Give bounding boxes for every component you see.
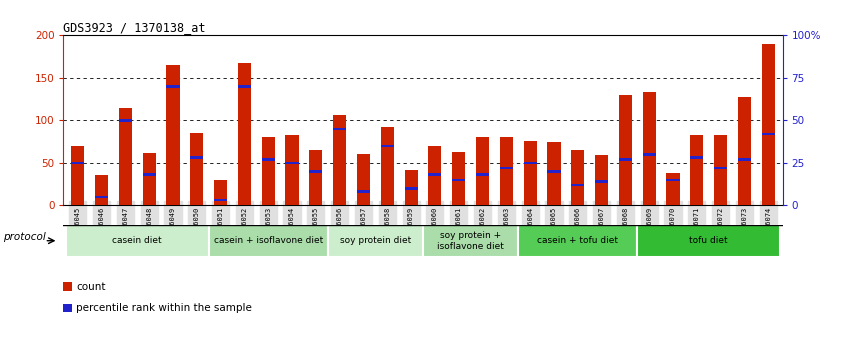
Bar [118, 119, 132, 122]
Text: casein + isoflavone diet: casein + isoflavone diet [213, 236, 323, 245]
Text: protocol: protocol [3, 232, 46, 242]
Bar [595, 180, 608, 183]
Text: count: count [76, 281, 106, 292]
Bar [71, 146, 85, 205]
Bar [428, 146, 442, 205]
Text: casein + tofu diet: casein + tofu diet [537, 236, 618, 245]
Bar [143, 173, 156, 176]
Bar [714, 167, 728, 169]
Bar [667, 173, 679, 205]
Text: GDS3923 / 1370138_at: GDS3923 / 1370138_at [63, 21, 206, 34]
Bar [238, 63, 251, 205]
Bar [637, 225, 780, 257]
Bar [714, 135, 728, 205]
Bar [423, 225, 519, 257]
Bar [571, 150, 585, 205]
Text: percentile rank within the sample: percentile rank within the sample [76, 303, 252, 313]
Bar [519, 225, 637, 257]
Text: soy protein +
isoflavone diet: soy protein + isoflavone diet [437, 231, 504, 251]
Bar [357, 190, 370, 193]
Bar [571, 184, 585, 186]
Bar [333, 115, 346, 205]
Bar [404, 187, 418, 190]
Bar [209, 225, 327, 257]
Bar [500, 167, 513, 169]
Bar [547, 142, 561, 205]
Bar [66, 225, 209, 257]
Text: soy protein diet: soy protein diet [340, 236, 411, 245]
Bar [618, 158, 632, 161]
Bar [285, 135, 299, 205]
Bar [381, 127, 394, 205]
Bar [190, 156, 203, 159]
Bar [690, 135, 703, 205]
Bar [310, 150, 322, 205]
Bar [690, 156, 703, 159]
Bar [500, 137, 513, 205]
Bar [643, 92, 656, 205]
Bar [63, 282, 73, 291]
Bar [404, 170, 418, 205]
Bar [547, 170, 561, 173]
Bar [595, 155, 608, 205]
Bar [452, 152, 465, 205]
Bar [738, 158, 751, 161]
Bar [167, 65, 179, 205]
Bar [285, 161, 299, 164]
Bar [643, 153, 656, 156]
Text: casein diet: casein diet [113, 236, 162, 245]
Bar [71, 161, 85, 164]
Bar [118, 108, 132, 205]
Bar [738, 97, 751, 205]
Bar [524, 141, 536, 205]
Bar [214, 199, 228, 201]
Bar [618, 95, 632, 205]
Bar [452, 178, 465, 181]
Bar [667, 178, 679, 181]
Bar [357, 154, 370, 205]
Bar [333, 127, 346, 130]
Bar [761, 44, 775, 205]
Bar [476, 173, 489, 176]
Bar [214, 180, 228, 205]
Bar [261, 158, 275, 161]
Bar [310, 170, 322, 173]
Bar [327, 225, 423, 257]
Bar [476, 137, 489, 205]
Bar [167, 85, 179, 88]
Text: tofu diet: tofu diet [689, 236, 728, 245]
Bar [63, 304, 73, 313]
Bar [238, 85, 251, 88]
Bar [428, 173, 442, 176]
Bar [143, 153, 156, 205]
Bar [95, 175, 108, 205]
Bar [95, 195, 108, 198]
Bar [190, 133, 203, 205]
Bar [761, 133, 775, 135]
Bar [381, 144, 394, 147]
Bar [261, 137, 275, 205]
Bar [524, 161, 536, 164]
